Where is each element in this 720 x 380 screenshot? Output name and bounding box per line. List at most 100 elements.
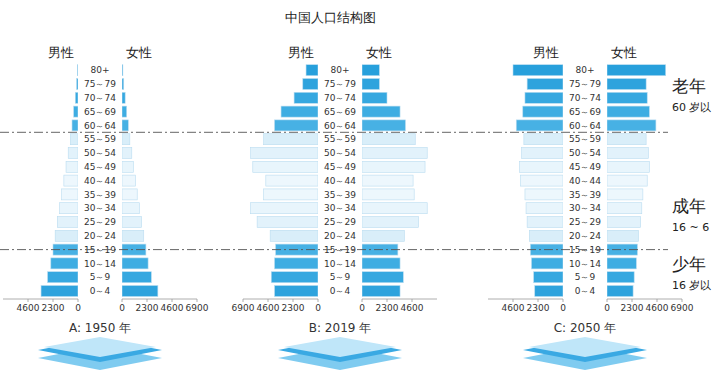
- category-label: 65～69: [324, 107, 356, 117]
- bar: [62, 189, 78, 200]
- category-label: 20～24: [324, 231, 356, 241]
- bar: [531, 258, 563, 269]
- bar: [55, 230, 78, 241]
- category-label: 35～39: [84, 190, 116, 200]
- tick-label: 0: [359, 303, 365, 313]
- category-label: 70～74: [324, 93, 356, 103]
- bar: [607, 106, 649, 117]
- axis-line: [3, 299, 78, 300]
- bar: [524, 134, 563, 145]
- bar: [64, 175, 78, 186]
- category-label: 10～14: [569, 259, 601, 269]
- bar: [521, 175, 563, 186]
- bar: [72, 120, 78, 131]
- bar: [70, 134, 78, 145]
- bar: [525, 92, 563, 103]
- tick-label: 0: [604, 303, 610, 313]
- bar: [122, 148, 132, 159]
- bar: [264, 189, 318, 200]
- series-name: 女性: [611, 45, 637, 60]
- bar: [362, 217, 419, 228]
- category-label: 75～79: [324, 79, 356, 89]
- category-label: 45～49: [324, 162, 356, 172]
- bar: [523, 106, 563, 117]
- bar: [48, 272, 78, 283]
- tick-label: 4600: [257, 303, 280, 313]
- bar: [68, 148, 78, 159]
- tick-label: 2300: [376, 303, 399, 313]
- annotation: 少年: [672, 254, 706, 274]
- bar: [607, 79, 646, 90]
- bar: [607, 120, 656, 131]
- series-name: 男性: [288, 45, 314, 60]
- bar: [607, 230, 639, 241]
- panel-title: A: 1950 年: [69, 321, 131, 335]
- bar: [66, 161, 78, 172]
- tick: [607, 299, 608, 302]
- bar: [607, 134, 646, 145]
- bar: [122, 161, 133, 172]
- bar: [122, 92, 125, 103]
- tick-label: 2300: [42, 303, 65, 313]
- platform: [44, 337, 156, 357]
- category-label: 50～54: [569, 148, 601, 158]
- category-label: 45～49: [84, 162, 116, 172]
- category-label: 0～4: [330, 286, 351, 296]
- category-label: 5～9: [330, 272, 351, 282]
- category-label: 10～14: [84, 259, 116, 269]
- bar: [607, 217, 641, 228]
- tick: [563, 299, 564, 302]
- bar: [122, 286, 158, 297]
- bar: [122, 65, 124, 76]
- separator: [0, 132, 668, 133]
- category-label: 30～34: [324, 203, 356, 213]
- category-label: 60～64: [84, 121, 116, 131]
- platform: [523, 338, 647, 362]
- bar: [362, 161, 425, 172]
- category-label: 20～24: [84, 231, 116, 241]
- bar: [527, 217, 563, 228]
- tick-label: 6900: [232, 303, 255, 313]
- category-label: 10～14: [324, 259, 356, 269]
- bar: [275, 286, 318, 297]
- tick: [268, 299, 269, 302]
- bar: [122, 120, 128, 131]
- category-label: 40～44: [324, 176, 356, 186]
- bar: [251, 148, 318, 159]
- bar: [122, 258, 148, 269]
- tick: [682, 299, 683, 302]
- bars: [41, 65, 158, 297]
- panel-title: C: 2050 年: [554, 321, 617, 335]
- category-label: 25～29: [84, 217, 116, 227]
- category-label: 5～9: [90, 272, 111, 282]
- tick: [78, 299, 79, 302]
- tick-label: 0: [315, 303, 321, 313]
- bar: [57, 217, 78, 228]
- bar: [535, 286, 563, 297]
- tick-label: 4600: [502, 303, 525, 313]
- separator: [0, 249, 668, 250]
- category-label: 20～24: [569, 231, 601, 241]
- bar: [527, 79, 563, 90]
- tick: [147, 299, 148, 302]
- category-label: 55～59: [569, 134, 601, 144]
- bar: [362, 230, 404, 241]
- category-label: 0～4: [90, 286, 111, 296]
- series-name: 女性: [366, 45, 392, 60]
- bar: [522, 148, 563, 159]
- bar: [77, 79, 78, 90]
- tick-label: 0: [75, 303, 81, 313]
- category-label: 60～64: [324, 121, 356, 131]
- panel: 0230046006900男性023004600女性0～45～910～1415～…: [232, 45, 437, 370]
- tick: [318, 299, 319, 302]
- bar: [264, 134, 318, 145]
- tick: [513, 299, 514, 302]
- category-label: 30～34: [569, 203, 601, 213]
- bar: [362, 286, 400, 297]
- bar: [362, 106, 400, 117]
- category-label: 50～54: [324, 148, 356, 158]
- bar: [275, 258, 318, 269]
- tick-label: 0: [119, 303, 125, 313]
- category-label: 0～4: [575, 286, 596, 296]
- bar: [122, 79, 124, 90]
